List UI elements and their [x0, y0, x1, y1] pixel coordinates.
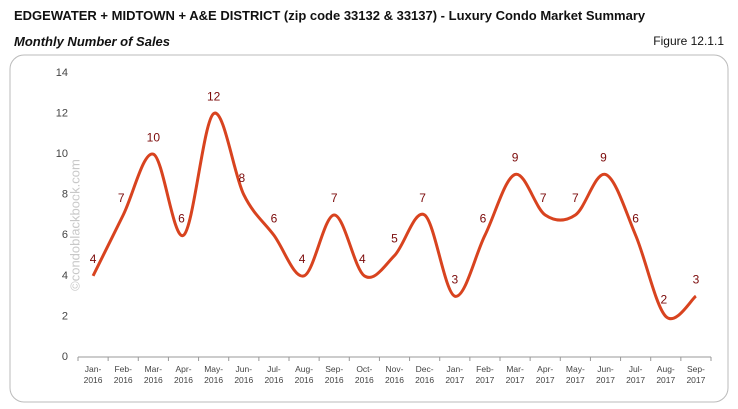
y-tick-label: 6: [62, 229, 68, 241]
page-title: EDGEWATER + MIDTOWN + A&E DISTRICT (zip …: [14, 8, 646, 23]
data-label: 6: [480, 211, 487, 225]
x-tick-label: Oct-2016: [354, 364, 374, 385]
data-label: 7: [419, 191, 426, 205]
data-label: 6: [178, 211, 185, 225]
x-tick-label: Jan-2016: [83, 364, 103, 385]
y-tick-label: 4: [62, 270, 68, 282]
x-tick-label: Sep-2017: [686, 364, 706, 385]
x-tick-label: Jun-2017: [596, 364, 615, 385]
x-tick-label: Jan-2017: [445, 364, 465, 385]
x-tick-label: Feb-2017: [475, 364, 495, 385]
data-label: 7: [118, 191, 125, 205]
x-tick-label: Jul-2016: [264, 364, 284, 385]
x-tick-label: Mar-2017: [505, 364, 525, 385]
data-label: 7: [540, 191, 547, 205]
x-tick-label: Apr-2017: [535, 364, 555, 385]
x-tick-label: Jun-2016: [234, 364, 254, 385]
x-tick-label: Apr-2016: [174, 364, 193, 385]
y-tick-label: 14: [56, 67, 68, 79]
data-label: 3: [693, 272, 700, 286]
figure-label: Figure 12.1.1: [653, 34, 724, 48]
data-label: 5: [391, 232, 398, 246]
data-label: 6: [632, 211, 639, 225]
data-label: 4: [90, 252, 97, 266]
data-label: 4: [359, 252, 366, 266]
data-label: 3: [451, 272, 458, 286]
data-label: 2: [660, 293, 667, 307]
data-label: 9: [512, 151, 519, 165]
data-label: 9: [600, 151, 607, 165]
x-tick-label: May-2017: [565, 364, 585, 385]
x-tick-label: Aug-2016: [294, 364, 314, 385]
y-tick-label: 0: [62, 351, 68, 363]
data-label: 7: [572, 191, 579, 205]
chart-subtitle: Monthly Number of Sales: [14, 34, 171, 49]
x-tick-label: Dec-2016: [415, 364, 435, 385]
data-label: 4: [299, 252, 306, 266]
y-tick-label: 2: [62, 310, 68, 322]
x-tick-label: Aug-2017: [656, 364, 676, 385]
x-tick-label: Sep-2016: [324, 364, 344, 385]
data-label: 7: [331, 191, 338, 205]
watermark: ©condoblackbook.com: [67, 159, 82, 291]
x-tick-label: Nov-2016: [385, 364, 404, 385]
x-tick-label: May-2016: [204, 364, 224, 385]
data-line: [91, 111, 697, 321]
data-label: 12: [207, 90, 221, 104]
data-label: 8: [238, 171, 245, 185]
x-tick-label: Feb-2016: [113, 364, 133, 385]
chart-frame: [9, 54, 729, 403]
x-tick-label: Jul-2017: [626, 364, 646, 385]
y-tick-label: 10: [56, 148, 68, 160]
data-label: 10: [147, 130, 161, 144]
x-tick-label: Mar-2016: [143, 364, 163, 385]
data-label: 6: [271, 211, 278, 225]
y-tick-label: 12: [56, 107, 68, 119]
y-tick-label: 8: [62, 189, 68, 201]
